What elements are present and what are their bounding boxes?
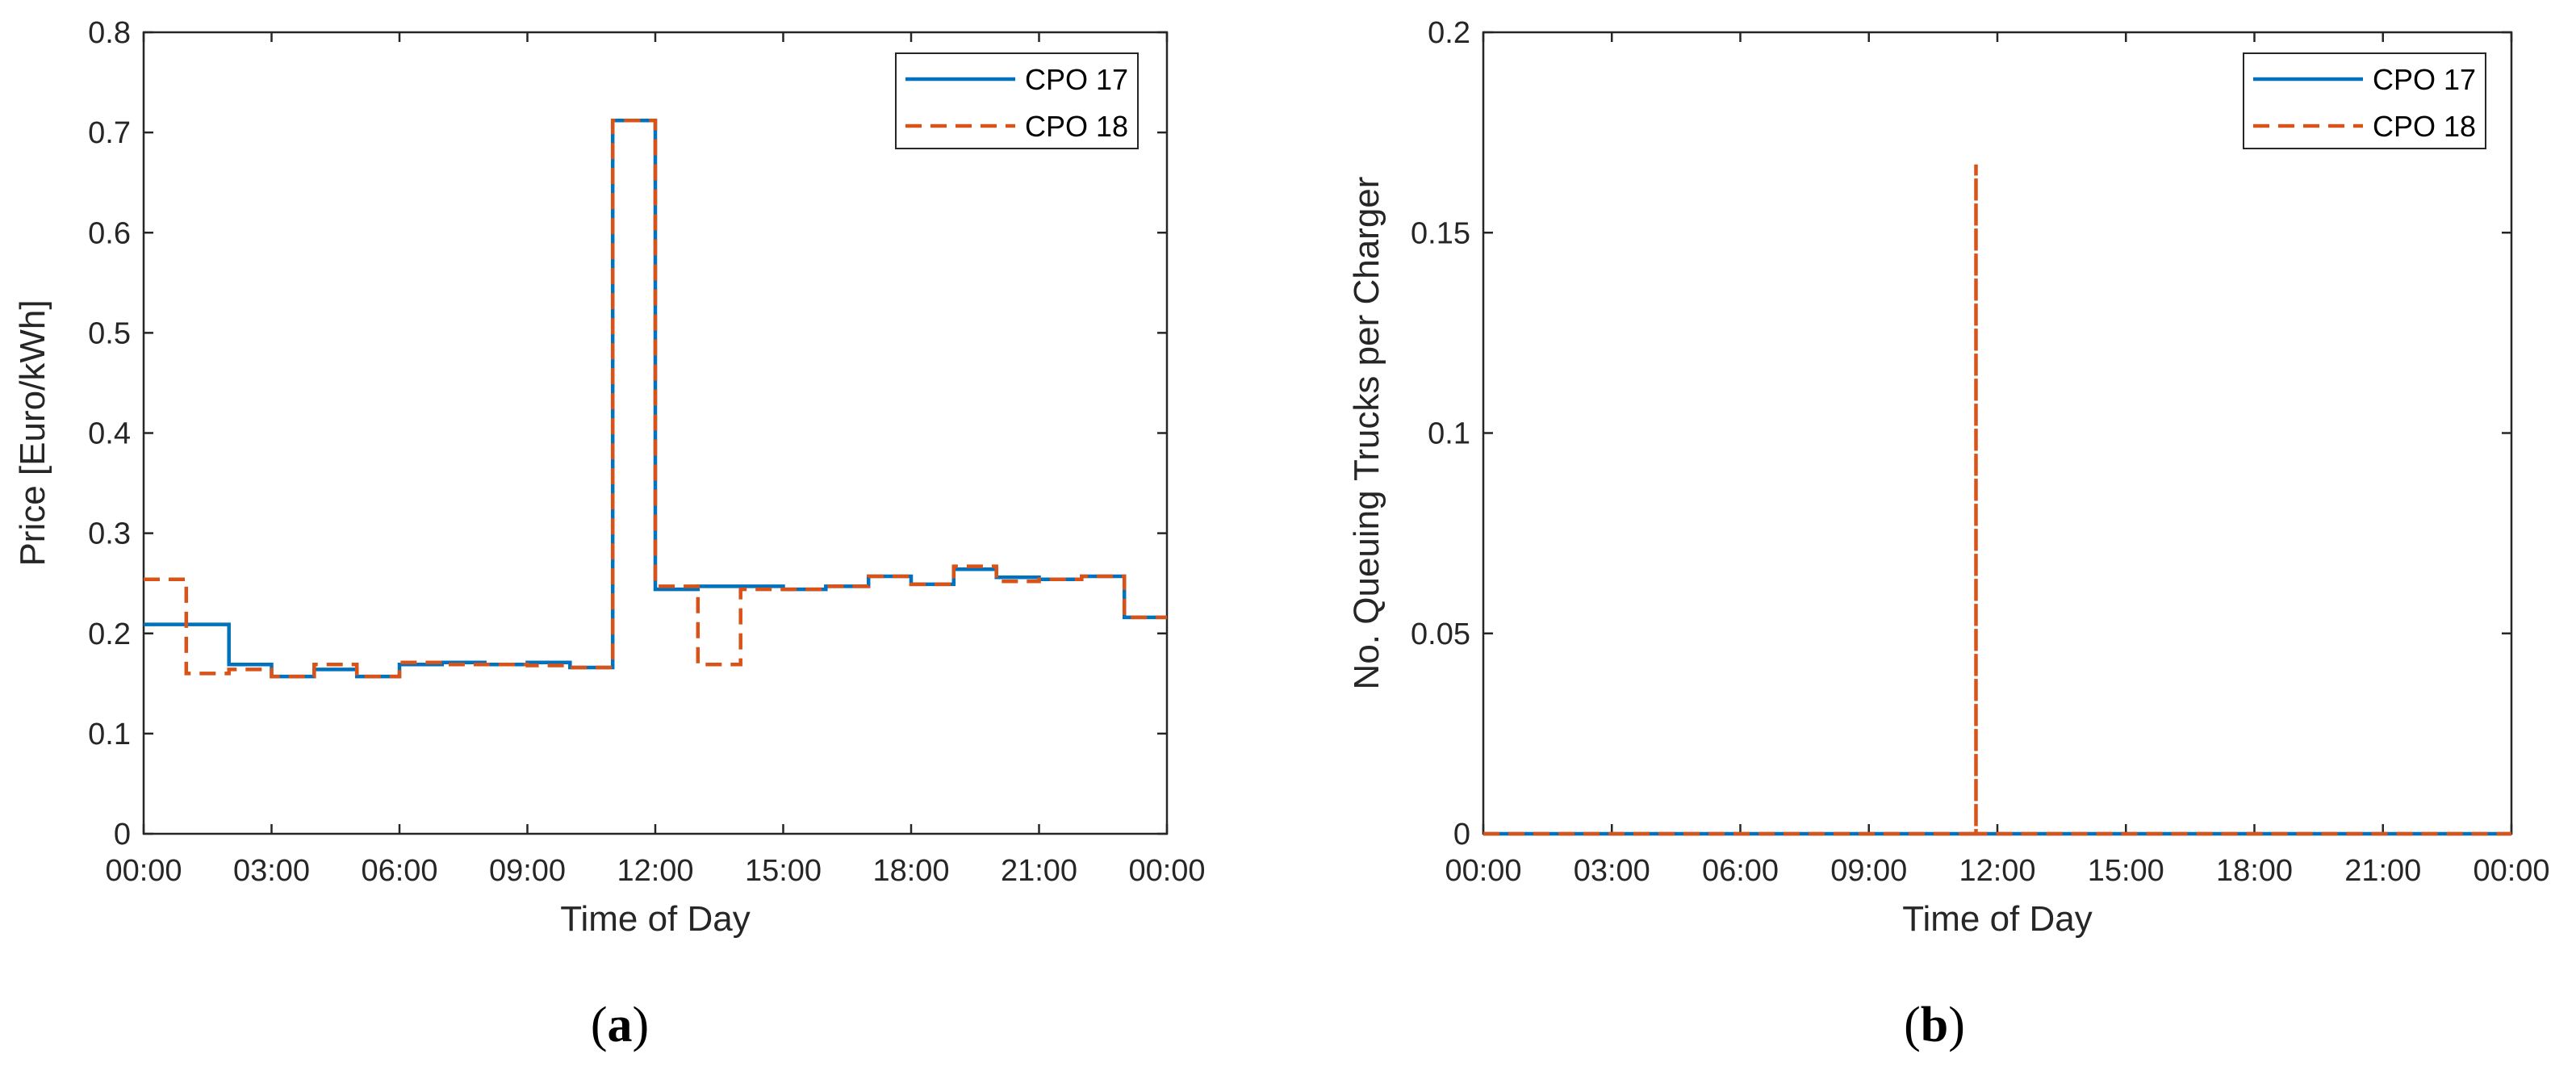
y-tick-label: 0.05 xyxy=(1411,617,1470,651)
x-tick-label: 18:00 xyxy=(872,854,949,888)
x-tick-label: 09:00 xyxy=(489,854,566,888)
x-tick-label: 15:00 xyxy=(745,854,822,888)
x-tick-label: 00:00 xyxy=(2473,854,2549,888)
legend-box xyxy=(2243,52,2486,149)
x-tick-label: 12:00 xyxy=(1959,854,2035,888)
x-tick-label: 09:00 xyxy=(1830,854,1907,888)
x-tick-label: 03:00 xyxy=(1574,854,1650,888)
caption-a: (a) xyxy=(590,998,650,1053)
y-tick-label: 0.1 xyxy=(1428,417,1470,451)
x-tick-label: 18:00 xyxy=(2216,854,2293,888)
x-tick-label: 12:00 xyxy=(617,854,693,888)
x-tick-label: 06:00 xyxy=(361,854,437,888)
plot-area xyxy=(1482,31,2513,835)
series-line-cpo18 xyxy=(144,118,1167,679)
y-tick-label: 0.5 xyxy=(88,316,131,350)
x-tick-label: 00:00 xyxy=(105,854,182,888)
y-tick-label: 0.6 xyxy=(88,216,131,250)
y-axis-title: No. Queuing Trucks per Charger xyxy=(1347,177,1386,690)
y-tick-label: 0.1 xyxy=(88,718,131,751)
y-tick-label: 0.3 xyxy=(88,517,131,551)
x-tick-label: 21:00 xyxy=(2344,854,2421,888)
legend-box xyxy=(895,52,1139,149)
y-tick-label: 0.4 xyxy=(88,417,131,451)
y-tick-label: 0 xyxy=(1453,818,1470,852)
x-axis-title: Time of Day xyxy=(560,899,751,939)
x-tick-label: 00:00 xyxy=(1128,854,1205,888)
legend: CPO 17 CPO 18 xyxy=(2243,52,2486,149)
x-axis-title: Time of Day xyxy=(1902,899,2093,939)
y-tick-label: 0.8 xyxy=(88,16,131,50)
legend-label: CPO 18 xyxy=(1025,110,1128,143)
y-tick-label: 0.15 xyxy=(1411,216,1470,250)
legend-label: CPO 18 xyxy=(2373,110,2476,143)
y-tick-label: 0.2 xyxy=(88,617,131,651)
series-group xyxy=(1483,164,2511,836)
chart-panel-a: 0 0.1 0.2 0.3 0.4 0.5 0.6 0.7 0.8 00:00 03:00 06:00… xyxy=(13,16,1206,939)
legend-label: CPO 17 xyxy=(1025,63,1128,96)
y-tick-label: 0 xyxy=(114,818,131,852)
x-tick-label: 00:00 xyxy=(1445,854,1521,888)
series-line-cpo18 xyxy=(1483,164,2511,836)
series-group xyxy=(144,118,1167,679)
legend: CPO 17 CPO 18 xyxy=(895,52,1139,149)
x-tick-label: 06:00 xyxy=(1702,854,1779,888)
y-axis-title: Price [Euro/kWh] xyxy=(13,299,52,566)
legend-label: CPO 17 xyxy=(2373,63,2476,96)
x-tick-label: 21:00 xyxy=(1001,854,1077,888)
y-tick-label: 0.7 xyxy=(88,116,131,150)
x-tick-label: 03:00 xyxy=(233,854,310,888)
caption-b: (b) xyxy=(1904,998,1965,1053)
chart-panel-b: 0 0.05 0.1 0.15 0.2 00:00 03:00 06:00 09:00 12:00… xyxy=(1347,16,2550,939)
y-tick-label: 0.2 xyxy=(1428,16,1470,50)
x-tick-label: 15:00 xyxy=(2088,854,2164,888)
